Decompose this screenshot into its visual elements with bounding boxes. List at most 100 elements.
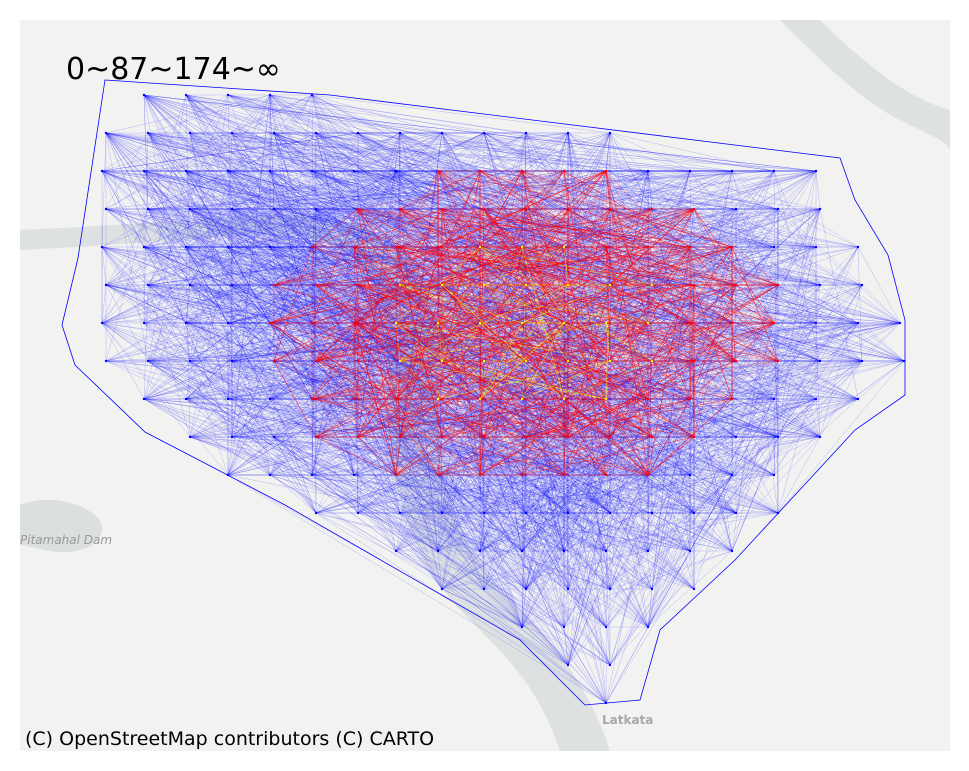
network-edge [105,246,145,286]
network-edge [273,436,569,666]
network-edge [651,284,779,590]
network-edge [105,132,317,514]
network-edge [315,360,523,628]
network-edge [189,132,485,210]
network-edge [227,208,275,248]
network-node [520,245,524,249]
network-node [772,321,776,325]
network-edge [101,246,397,324]
network-edge [273,360,565,476]
network-edge [315,474,565,514]
network-edge [815,284,821,324]
network-edge [315,512,481,552]
network-edge [143,284,149,400]
network-node [188,283,192,287]
network-edge [567,512,691,552]
network-edge [143,322,317,438]
network-edge [143,284,191,400]
network-edge [143,246,359,286]
network-edge [105,284,233,362]
network-edge [273,170,481,286]
network-edge [147,360,611,666]
network-edge [647,436,779,476]
network-edge [357,436,569,666]
network-edge [185,398,653,514]
network-node [230,131,234,135]
network-edge [189,170,439,210]
network-edge [143,132,401,248]
network-node [184,321,188,325]
network-edge [227,170,355,324]
network-edge [143,322,317,514]
network-node [902,359,906,363]
network-edge [395,474,565,552]
network-node [604,701,608,705]
basemap [20,20,950,751]
network-edge [647,208,779,248]
network-node [394,169,398,173]
network-edge [647,474,691,552]
network-edge [437,474,565,552]
network-edge [105,132,397,476]
network-edge [143,398,527,514]
network-edge [605,284,863,704]
network-node [436,549,440,553]
network-edge [731,246,859,476]
network-edge [273,436,313,476]
network-node [482,359,486,363]
network-edge [185,94,355,476]
network-edge [147,170,439,286]
network-edge [269,246,317,438]
network-edge [479,398,653,590]
network-node [734,359,738,363]
network-edge [773,398,859,476]
network-edge [143,94,149,210]
network-edge [605,474,733,704]
network-edge [437,512,569,552]
network-edge [189,360,359,438]
network-node [566,587,570,591]
network-edge [143,170,271,324]
network-node [818,359,822,363]
network-edge [861,284,901,324]
network-edge [479,360,821,552]
network-edge [143,94,317,286]
network-edge [147,132,317,514]
network-edge [269,94,695,286]
network-edge [479,474,485,590]
network-edge [651,246,733,514]
network-node [860,283,864,287]
network-node [608,511,612,515]
network-edge [101,208,191,324]
network-node [730,245,734,249]
network-edge [353,208,485,248]
map-attribution: (C) OpenStreetMap contributors (C) CARTO [25,728,435,750]
network-edge [101,322,229,476]
network-edge [353,322,359,514]
network-edge [147,132,317,210]
network-edge [693,360,905,514]
network-edge [105,132,233,210]
network-edge [105,132,275,362]
network-node [188,207,192,211]
network-edge [143,398,355,476]
network-node [104,131,108,135]
network-edge [651,322,817,590]
network-edge [521,436,653,552]
network-edge [479,474,653,590]
network-edge [189,132,649,172]
network-node [856,321,860,325]
network-edge [399,512,565,552]
network-edge [143,94,191,362]
network-edge [605,322,901,628]
network-edge [189,94,229,362]
network-edge [105,360,187,400]
network-node [352,169,356,173]
network-edge [353,360,359,476]
network-edge [563,132,611,552]
network-node [562,473,566,477]
network-edge [605,208,821,552]
network-edge [189,132,691,172]
network-edge [609,322,817,590]
network-node [478,473,482,477]
